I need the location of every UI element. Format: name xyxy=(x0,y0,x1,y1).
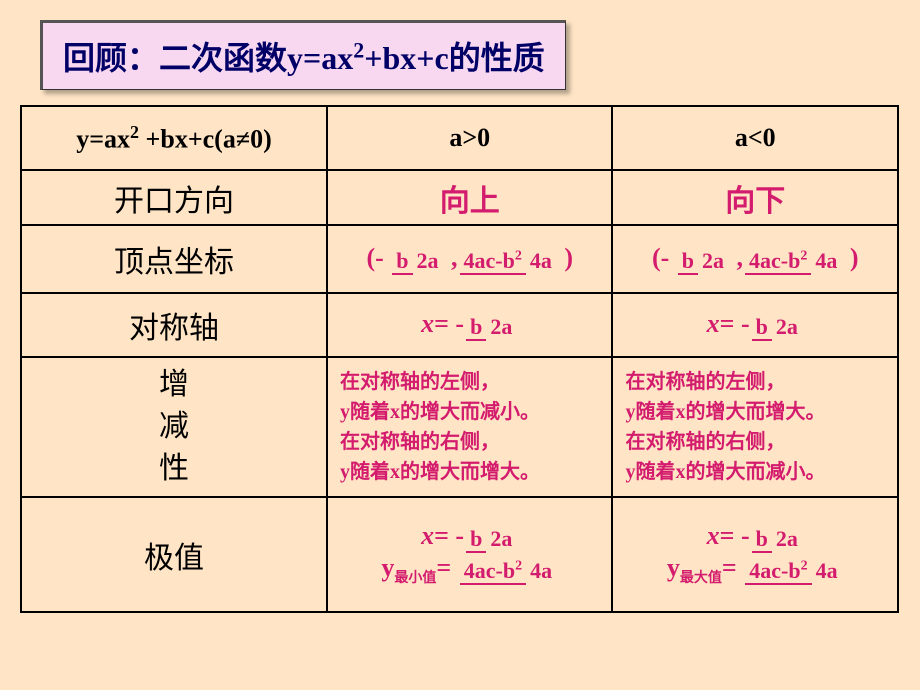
value-axis-neg: x= -b2a xyxy=(612,293,898,357)
header-a-negative: a<0 xyxy=(612,106,898,170)
label-monotonic: 增减性 xyxy=(21,357,327,497)
row-monotonic: 增减性 在对称轴的左侧，y随着x的增大而减小。在对称轴的右侧，y随着x的增大而增… xyxy=(21,357,898,497)
row-axis: 对称轴 x= -b2a x= -b2a xyxy=(21,293,898,357)
page-title: 回顾：二次函数y=ax2+bx+c的性质 xyxy=(63,40,545,76)
value-axis-pos: x= -b2a xyxy=(327,293,613,357)
value-direction-pos: 向上 xyxy=(327,170,613,225)
value-direction-neg: 向下 xyxy=(612,170,898,225)
header-equation: y=ax2 +bx+c(a≠0) xyxy=(21,106,327,170)
value-monotonic-pos: 在对称轴的左侧，y随着x的增大而减小。在对称轴的右侧，y随着x的增大而增大。 xyxy=(327,357,613,497)
title-box: 回顾：二次函数y=ax2+bx+c的性质 xyxy=(40,20,566,90)
label-extremum: 极值 xyxy=(21,497,327,612)
value-vertex-neg: (- b2a ,4ac-b24a ) xyxy=(612,225,898,293)
label-direction: 开口方向 xyxy=(21,170,327,225)
label-axis: 对称轴 xyxy=(21,293,327,357)
properties-table: y=ax2 +bx+c(a≠0) a>0 a<0 开口方向 向上 向下 顶点坐标… xyxy=(20,105,899,613)
value-extremum-neg: x= -b2a y最大值= 4ac-b24a xyxy=(612,497,898,612)
value-extremum-pos: x= -b2a y最小值= 4ac-b24a xyxy=(327,497,613,612)
table-header-row: y=ax2 +bx+c(a≠0) a>0 a<0 xyxy=(21,106,898,170)
row-vertex: 顶点坐标 (- b2a ,4ac-b24a ) (- b2a ,4ac-b24a… xyxy=(21,225,898,293)
label-vertex: 顶点坐标 xyxy=(21,225,327,293)
row-extremum: 极值 x= -b2a y最小值= 4ac-b24a x= -b2a y最大值= … xyxy=(21,497,898,612)
header-a-positive: a>0 xyxy=(327,106,613,170)
value-vertex-pos: (- b2a ,4ac-b24a ) xyxy=(327,225,613,293)
value-monotonic-neg: 在对称轴的左侧，y随着x的增大而增大。在对称轴的右侧，y随着x的增大而减小。 xyxy=(612,357,898,497)
row-direction: 开口方向 向上 向下 xyxy=(21,170,898,225)
